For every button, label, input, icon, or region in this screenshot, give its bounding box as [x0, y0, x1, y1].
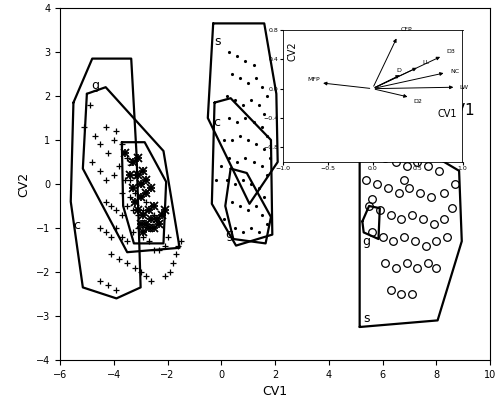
Text: CV1: CV1: [438, 109, 457, 119]
Text: LL: LL: [422, 60, 429, 66]
Text: D: D: [397, 68, 402, 73]
Text: CV2: CV2: [316, 46, 348, 61]
Text: g: g: [91, 78, 99, 92]
Text: CV2: CV2: [287, 41, 297, 61]
Text: g: g: [362, 235, 370, 248]
Text: s: s: [126, 156, 132, 169]
Text: LW: LW: [460, 86, 469, 90]
Text: s: s: [364, 312, 370, 325]
Text: CFP: CFP: [400, 28, 412, 32]
Text: c: c: [74, 219, 80, 232]
Text: c: c: [213, 116, 220, 129]
Text: D3: D3: [446, 50, 455, 54]
Text: NC: NC: [450, 68, 459, 74]
Text: MFP: MFP: [308, 77, 320, 82]
Text: D2: D2: [413, 99, 422, 104]
Text: CV1: CV1: [444, 103, 475, 118]
X-axis label: CV1: CV1: [262, 385, 287, 398]
Y-axis label: CV2: CV2: [18, 172, 30, 196]
Text: g: g: [226, 228, 234, 241]
Text: s: s: [214, 35, 221, 48]
